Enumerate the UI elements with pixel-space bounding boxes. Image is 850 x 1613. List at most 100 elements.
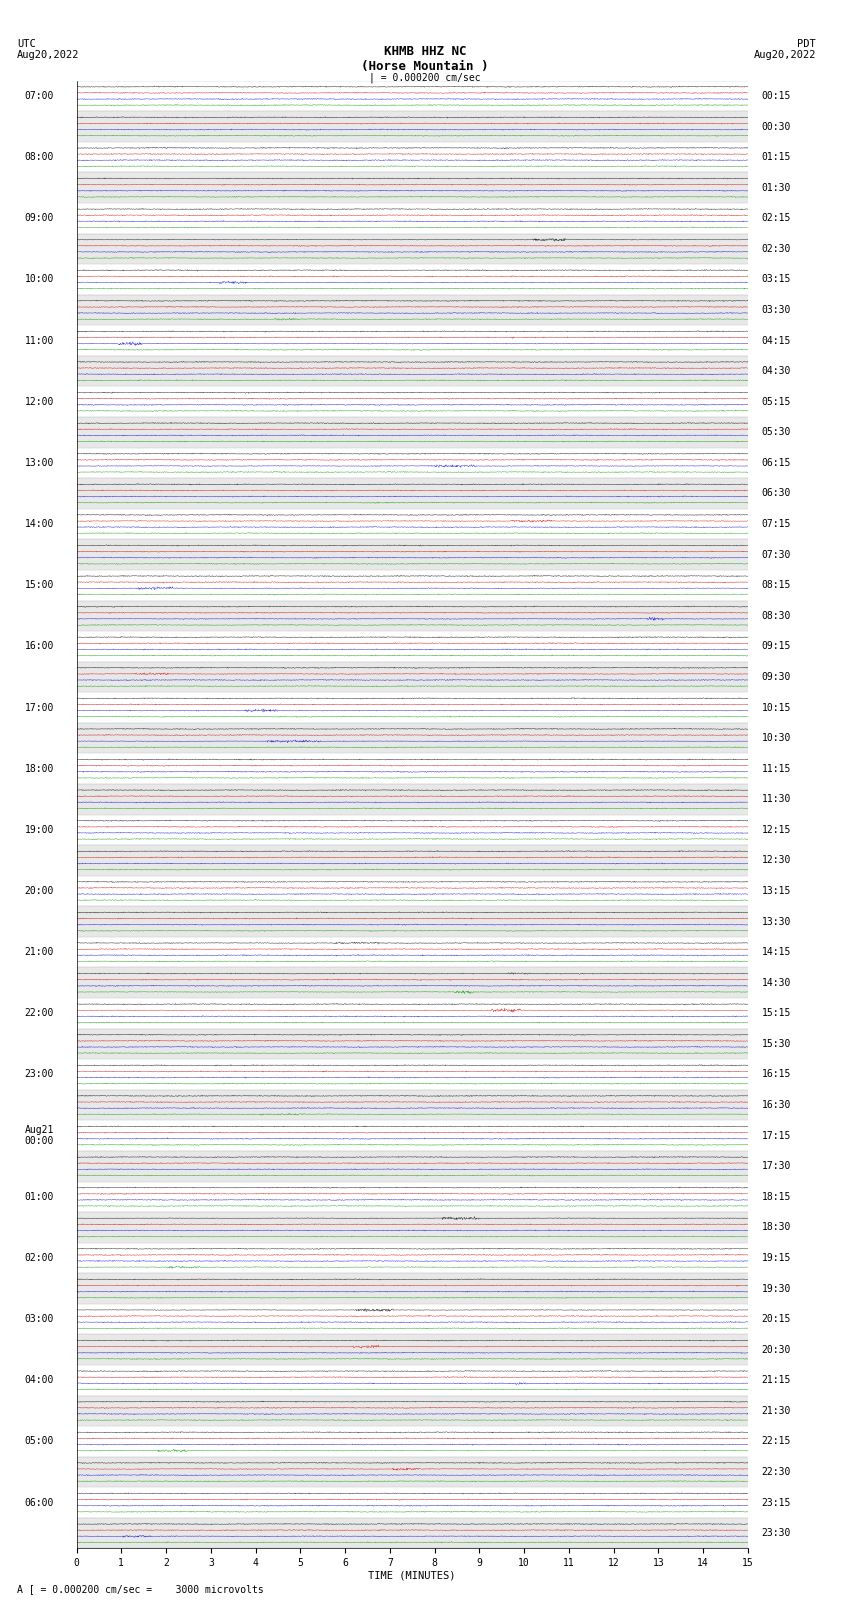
Text: 23:15: 23:15 bbox=[762, 1497, 790, 1508]
Text: Aug20,2022: Aug20,2022 bbox=[753, 50, 816, 60]
Text: 06:15: 06:15 bbox=[762, 458, 790, 468]
Bar bbox=[76, 1457, 748, 1487]
Text: 02:30: 02:30 bbox=[762, 244, 790, 253]
Text: 08:30: 08:30 bbox=[762, 611, 790, 621]
Bar bbox=[76, 173, 748, 203]
Bar bbox=[76, 723, 748, 753]
Bar bbox=[76, 477, 748, 508]
Text: A [ = 0.000200 cm/sec =    3000 microvolts: A [ = 0.000200 cm/sec = 3000 microvolts bbox=[17, 1584, 264, 1594]
Text: 16:30: 16:30 bbox=[762, 1100, 790, 1110]
Text: 01:00: 01:00 bbox=[25, 1192, 54, 1202]
Bar bbox=[76, 753, 748, 784]
Text: 18:00: 18:00 bbox=[25, 763, 54, 774]
Text: 11:15: 11:15 bbox=[762, 763, 790, 774]
Bar bbox=[76, 1395, 748, 1426]
Text: 00:30: 00:30 bbox=[762, 121, 790, 132]
Bar bbox=[76, 265, 748, 295]
Text: 22:00: 22:00 bbox=[25, 1008, 54, 1018]
Bar bbox=[76, 1211, 748, 1242]
Bar bbox=[76, 600, 748, 631]
Bar bbox=[76, 692, 748, 723]
Text: PDT: PDT bbox=[797, 39, 816, 48]
Bar bbox=[76, 1060, 748, 1090]
Text: 14:00: 14:00 bbox=[25, 519, 54, 529]
Bar bbox=[76, 1152, 748, 1181]
Bar bbox=[76, 234, 748, 265]
Bar bbox=[76, 968, 748, 998]
Text: 13:30: 13:30 bbox=[762, 916, 790, 926]
Text: 07:30: 07:30 bbox=[762, 550, 790, 560]
Text: 22:30: 22:30 bbox=[762, 1468, 790, 1478]
Text: 04:30: 04:30 bbox=[762, 366, 790, 376]
Text: 05:15: 05:15 bbox=[762, 397, 790, 406]
Bar bbox=[76, 539, 748, 569]
Bar bbox=[76, 1090, 748, 1121]
Bar bbox=[76, 356, 748, 387]
Text: 09:15: 09:15 bbox=[762, 642, 790, 652]
Text: 19:00: 19:00 bbox=[25, 824, 54, 836]
Bar bbox=[76, 815, 748, 845]
Text: 17:00: 17:00 bbox=[25, 703, 54, 713]
Text: 12:15: 12:15 bbox=[762, 824, 790, 836]
Bar bbox=[76, 1029, 748, 1060]
Bar bbox=[76, 1242, 748, 1273]
Text: 05:00: 05:00 bbox=[25, 1437, 54, 1447]
Text: 22:15: 22:15 bbox=[762, 1437, 790, 1447]
X-axis label: TIME (MINUTES): TIME (MINUTES) bbox=[369, 1571, 456, 1581]
Text: 15:30: 15:30 bbox=[762, 1039, 790, 1048]
Text: 20:30: 20:30 bbox=[762, 1345, 790, 1355]
Bar bbox=[76, 1273, 748, 1303]
Text: | = 0.000200 cm/sec: | = 0.000200 cm/sec bbox=[369, 73, 481, 84]
Text: 14:30: 14:30 bbox=[762, 977, 790, 987]
Bar bbox=[76, 845, 748, 876]
Text: 08:00: 08:00 bbox=[25, 152, 54, 161]
Bar bbox=[76, 448, 748, 477]
Text: (Horse Mountain ): (Horse Mountain ) bbox=[361, 60, 489, 73]
Text: 01:15: 01:15 bbox=[762, 152, 790, 161]
Bar bbox=[76, 295, 748, 326]
Bar bbox=[76, 569, 748, 600]
Bar bbox=[76, 1365, 748, 1395]
Text: 23:30: 23:30 bbox=[762, 1528, 790, 1539]
Bar bbox=[76, 508, 748, 539]
Text: 14:15: 14:15 bbox=[762, 947, 790, 957]
Bar bbox=[76, 203, 748, 234]
Text: 18:15: 18:15 bbox=[762, 1192, 790, 1202]
Text: 00:15: 00:15 bbox=[762, 90, 790, 102]
Text: 02:00: 02:00 bbox=[25, 1253, 54, 1263]
Text: 09:00: 09:00 bbox=[25, 213, 54, 223]
Text: 09:30: 09:30 bbox=[762, 673, 790, 682]
Text: 08:15: 08:15 bbox=[762, 581, 790, 590]
Bar bbox=[76, 661, 748, 692]
Bar bbox=[76, 784, 748, 815]
Text: 21:00: 21:00 bbox=[25, 947, 54, 957]
Text: 17:15: 17:15 bbox=[762, 1131, 790, 1140]
Text: 12:00: 12:00 bbox=[25, 397, 54, 406]
Text: 04:15: 04:15 bbox=[762, 336, 790, 345]
Text: 06:00: 06:00 bbox=[25, 1497, 54, 1508]
Text: 23:00: 23:00 bbox=[25, 1069, 54, 1079]
Text: 20:00: 20:00 bbox=[25, 886, 54, 895]
Bar bbox=[76, 876, 748, 907]
Text: 13:00: 13:00 bbox=[25, 458, 54, 468]
Text: 11:30: 11:30 bbox=[762, 794, 790, 805]
Bar bbox=[76, 1121, 748, 1152]
Bar bbox=[76, 1518, 748, 1548]
Bar bbox=[76, 1334, 748, 1365]
Text: 19:30: 19:30 bbox=[762, 1284, 790, 1294]
Text: 07:00: 07:00 bbox=[25, 90, 54, 102]
Text: 02:15: 02:15 bbox=[762, 213, 790, 223]
Text: 07:15: 07:15 bbox=[762, 519, 790, 529]
Bar bbox=[76, 937, 748, 968]
Text: 06:30: 06:30 bbox=[762, 489, 790, 498]
Text: 17:30: 17:30 bbox=[762, 1161, 790, 1171]
Text: 15:15: 15:15 bbox=[762, 1008, 790, 1018]
Bar bbox=[76, 142, 748, 173]
Text: 12:30: 12:30 bbox=[762, 855, 790, 866]
Bar bbox=[76, 111, 748, 142]
Bar bbox=[76, 1303, 748, 1334]
Text: 16:15: 16:15 bbox=[762, 1069, 790, 1079]
Text: 21:30: 21:30 bbox=[762, 1407, 790, 1416]
Text: 13:15: 13:15 bbox=[762, 886, 790, 895]
Text: 19:15: 19:15 bbox=[762, 1253, 790, 1263]
